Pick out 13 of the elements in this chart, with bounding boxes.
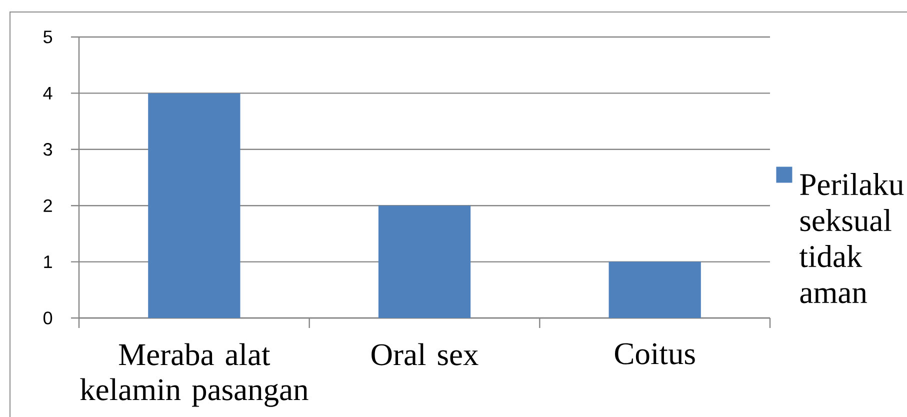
y-tick-label: 3: [43, 143, 52, 156]
y-tick-label: 2: [44, 199, 52, 212]
legend-label: Perilaku seksual tidak aman: [800, 173, 904, 304]
y-tick-label: 1: [44, 256, 52, 268]
x-tick-label: Oral sex: [372, 343, 478, 366]
y-tick-label: 5: [44, 30, 52, 44]
y-tick-label: 0: [43, 312, 52, 324]
y-tick-label: 4: [43, 87, 52, 100]
bar: [608, 262, 701, 318]
bar: [378, 206, 471, 318]
x-tick-label: Meraba alat kelamin pasangan: [80, 343, 308, 407]
bar: [148, 93, 240, 318]
x-tick-label: Coitus: [615, 343, 695, 364]
